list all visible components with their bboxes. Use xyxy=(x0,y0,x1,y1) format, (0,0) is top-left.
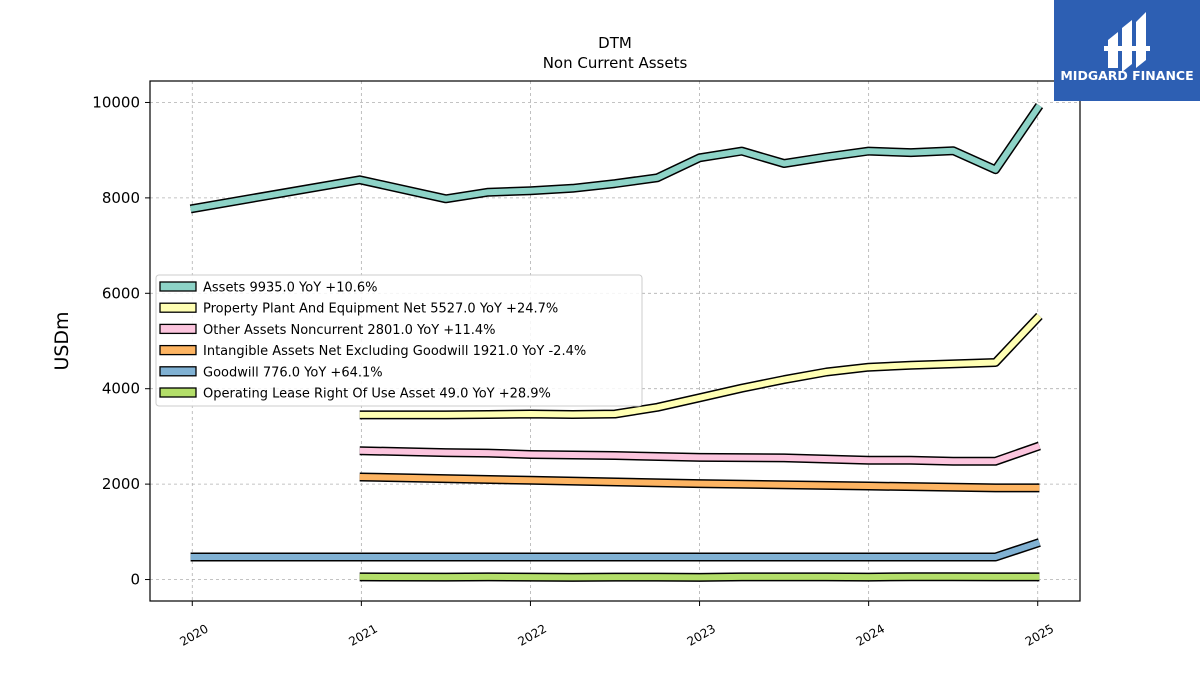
legend-swatch xyxy=(159,302,197,313)
chart-subtitle: Non Current Assets xyxy=(543,54,688,72)
legend: Assets 9935.0 YoY +10.6% Property Plant A… xyxy=(155,274,643,407)
series-line-3 xyxy=(359,472,1040,493)
series-line-0 xyxy=(189,103,1044,214)
legend-label: Property Plant And Equipment Net 5527.0 … xyxy=(203,302,558,317)
legend-label: Intangible Assets Net Excluding Goodwill… xyxy=(203,344,586,359)
legend-item: Operating Lease Right Of Use Asset 49.0 … xyxy=(159,387,551,402)
legend-swatch xyxy=(159,323,197,335)
legend-label: Assets 9935.0 YoY +10.6% xyxy=(203,281,378,296)
y-axis-label: USDm xyxy=(51,311,73,370)
midgard-finance-logo: MIDGARD FINANCE xyxy=(1054,0,1200,101)
legend-swatch xyxy=(159,281,197,292)
y-tick-label: 2000 xyxy=(102,475,140,493)
y-tick-label: 0 xyxy=(130,571,140,589)
series-lines xyxy=(189,103,1044,582)
y-tick-label: 10000 xyxy=(92,93,140,111)
legend-item: Intangible Assets Net Excluding Goodwill… xyxy=(159,344,586,359)
legend-box xyxy=(155,274,643,407)
series-line-4 xyxy=(190,538,1041,562)
legend-label: Other Assets Noncurrent 2801.0 YoY +11.4… xyxy=(203,323,495,338)
legend-swatch xyxy=(159,344,197,356)
series-line-2 xyxy=(359,441,1041,466)
legend-label: Operating Lease Right Of Use Asset 49.0 … xyxy=(203,387,551,402)
y-tick-label: 8000 xyxy=(102,189,140,207)
y-tick-label: 6000 xyxy=(102,284,140,302)
legend-item: Assets 9935.0 YoY +10.6% xyxy=(159,281,378,296)
midgard-logo-icon xyxy=(1104,12,1150,72)
plot-frame xyxy=(149,80,1081,602)
series-line-1 xyxy=(359,312,1043,420)
logo-text: MIDGARD FINANCE xyxy=(1060,68,1193,83)
legend-item: Property Plant And Equipment Net 5527.0 … xyxy=(159,302,558,317)
chart-title: DTM xyxy=(598,34,632,52)
y-tick-label: 4000 xyxy=(102,380,140,398)
series-line-5 xyxy=(359,572,1040,582)
legend-swatch xyxy=(159,387,197,398)
legend-label: Goodwill 776.0 YoY +64.1% xyxy=(203,365,383,380)
legend-item: Other Assets Noncurrent 2801.0 YoY +11.4… xyxy=(159,323,495,338)
legend-item: Goodwill 776.0 YoY +64.1% xyxy=(159,365,383,380)
legend-swatch xyxy=(159,366,197,377)
